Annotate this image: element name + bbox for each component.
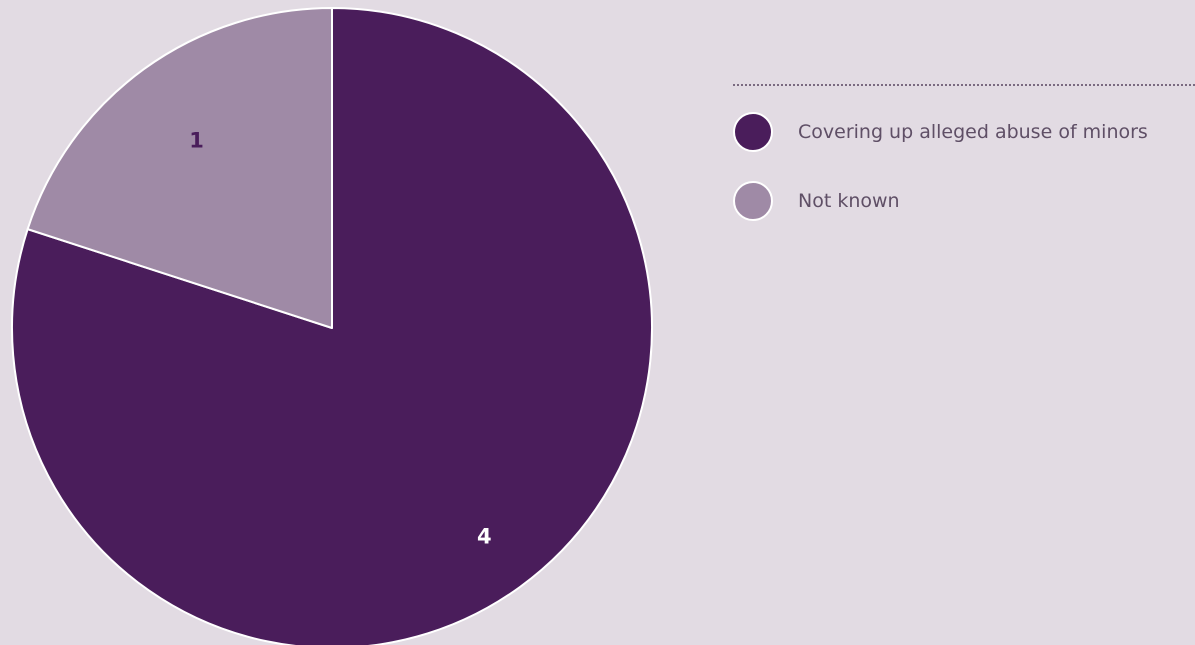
legend-item-covering-up: Covering up alleged abuse of minors bbox=[733, 110, 1195, 154]
legend-swatch-not-known bbox=[733, 181, 773, 221]
pie-chart: 4 1 bbox=[11, 7, 653, 645]
slice-value-label-not-known: 1 bbox=[189, 129, 204, 153]
legend: Covering up alleged abuse of minors Not … bbox=[733, 84, 1195, 248]
legend-item-not-known: Not known bbox=[733, 179, 1195, 223]
slice-value-label-covering-up: 4 bbox=[477, 525, 492, 549]
legend-swatch-covering-up bbox=[733, 112, 773, 152]
legend-label-covering-up: Covering up alleged abuse of minors bbox=[798, 121, 1148, 143]
pie-slice-not-known bbox=[26, 7, 333, 329]
legend-label-not-known: Not known bbox=[798, 190, 900, 212]
